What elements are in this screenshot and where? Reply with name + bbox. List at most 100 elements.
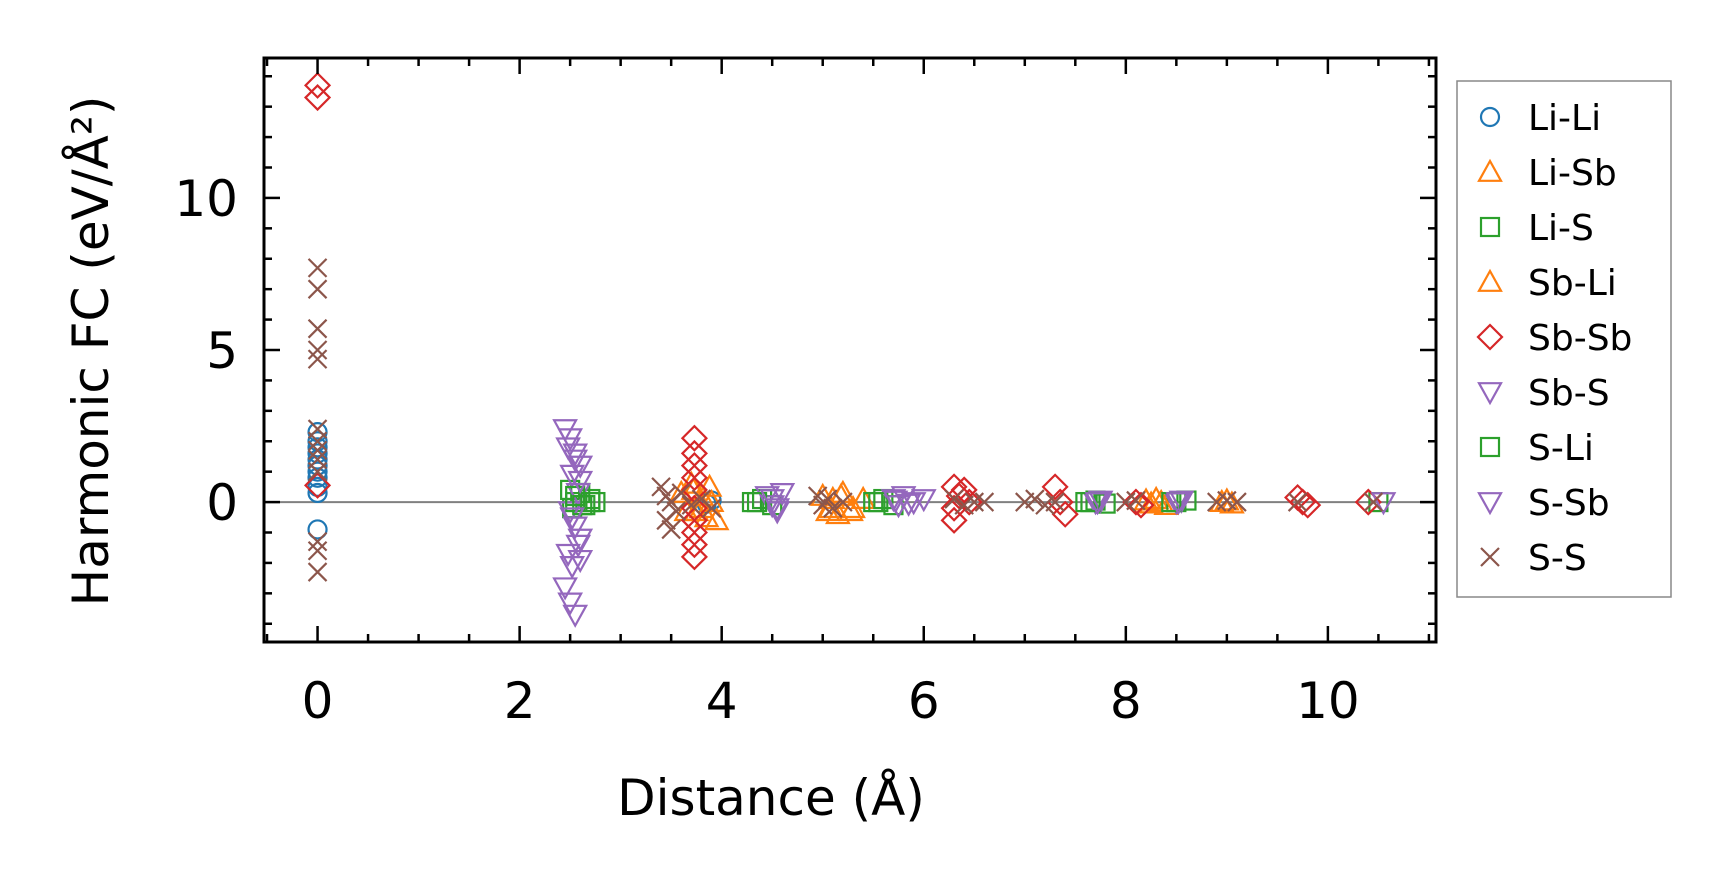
- data-point-s-s: [823, 498, 843, 518]
- legend-item-s-li: S-Li: [1479, 428, 1594, 469]
- legend-marker-sb-s: [1477, 382, 1503, 406]
- legend-item-s-sb: S-Sb: [1477, 483, 1610, 524]
- data-point-sb-sb: [1127, 491, 1155, 519]
- data-point-s-s: [817, 489, 838, 509]
- data-point-sb-s: [562, 516, 589, 540]
- data-point-s-sb: [567, 470, 594, 495]
- data-point-s-s: [681, 495, 702, 515]
- data-point-li-sb: [1138, 490, 1164, 514]
- data-point-s-s: [944, 489, 964, 509]
- data-point-sb-sb: [680, 424, 708, 452]
- data-point-s-s: [1025, 489, 1045, 509]
- data-point-s-sb: [895, 493, 922, 517]
- x-tick-label: 10: [1296, 672, 1360, 730]
- data-point-li-li: [307, 461, 328, 482]
- data-point-s-s: [307, 440, 328, 461]
- data-point-s-s: [651, 477, 671, 497]
- data-point-s-s: [307, 461, 328, 482]
- data-point-sb-sb: [303, 71, 332, 99]
- legend-item-li-s: Li-S: [1479, 208, 1594, 249]
- data-point-sb-s: [1087, 490, 1114, 514]
- legend-label-sb-s: Sb-S: [1528, 373, 1610, 414]
- legend-label-li-s: Li-S: [1528, 208, 1594, 249]
- legend-marker-li-sb: [1477, 158, 1503, 182]
- x-tick-label: 0: [302, 672, 334, 730]
- data-point-s-li: [580, 491, 601, 513]
- data-point-s-sb: [565, 534, 592, 558]
- data-point-sb-s: [555, 543, 581, 568]
- data-point-s-s: [307, 318, 328, 339]
- data-point-sb-s: [555, 437, 581, 461]
- data-point-s-s: [974, 492, 995, 512]
- data-point-s-s: [661, 519, 681, 540]
- data-point-sb-sb: [680, 531, 708, 559]
- data-point-sb-sb: [940, 506, 968, 534]
- legend-item-s-s: S-S: [1480, 538, 1587, 579]
- x-axis-label: Distance (Å): [617, 769, 925, 827]
- data-point-s-sb: [1084, 492, 1111, 516]
- data-point-s-s: [1126, 490, 1146, 511]
- data-point-sb-sb: [1041, 473, 1069, 501]
- series-sb-s: [552, 419, 1397, 628]
- legend-label-sb-li: Sb-Li: [1528, 263, 1617, 304]
- data-point-sb-s: [567, 528, 594, 552]
- data-point-sb-li: [688, 494, 715, 519]
- data-point-s-s: [307, 258, 328, 278]
- plot-area: [264, 71, 1436, 628]
- data-point-sb-sb: [303, 83, 332, 112]
- data-point-s-s: [307, 562, 328, 582]
- data-point-s-s: [701, 498, 722, 518]
- data-point-li-sb: [1133, 487, 1159, 511]
- data-point-s-s: [1045, 492, 1065, 512]
- data-point-sb-s: [557, 592, 584, 616]
- legend: Li-Li Li-Sb Li-S Sb-Li Sb-Sb Sb-S S-Li S-Sb S-S: [1456, 80, 1672, 598]
- data-point-sb-s: [1168, 490, 1195, 514]
- data-point-s-li: [746, 491, 768, 513]
- data-point-sb-sb: [303, 471, 332, 499]
- data-point-li-sb: [1213, 487, 1240, 511]
- y-tick-label: 10: [174, 170, 238, 228]
- legend-marker-s-s: [1480, 547, 1500, 567]
- data-point-s-sb: [567, 549, 594, 574]
- legend-item-sb-s: Sb-S: [1477, 373, 1610, 414]
- legend-label-s-li: S-Li: [1528, 428, 1594, 469]
- data-point-s-sb: [562, 449, 589, 473]
- data-point-sb-s: [562, 443, 589, 467]
- series-s-s: [307, 258, 1384, 582]
- legend-label-s-sb: S-Sb: [1528, 483, 1610, 524]
- series-s-sb: [559, 449, 1192, 574]
- x-tick-label: 6: [908, 672, 940, 730]
- data-point-sb-sb: [680, 464, 708, 492]
- x-tick-labels: 0 2 4 6 8 10: [302, 672, 1360, 730]
- data-point-sb-sb: [950, 476, 978, 504]
- y-tick-label: 5: [206, 322, 238, 380]
- x-tick-label: 2: [504, 672, 536, 730]
- data-point-sb-s: [910, 489, 937, 513]
- x-tick-label: 4: [706, 672, 738, 730]
- data-point-sb-sb: [1051, 500, 1079, 528]
- legend-marker-sb-li: [1477, 268, 1503, 292]
- legend-item-li-li: Li-Li: [1479, 98, 1601, 139]
- legend-item-sb-li: Sb-Li: [1477, 263, 1617, 304]
- legend-marker-s-li: [1479, 436, 1501, 458]
- legend-item-li-sb: Li-Sb: [1477, 153, 1617, 194]
- data-point-sb-s: [552, 577, 578, 601]
- legend-marker-li-s: [1479, 216, 1501, 238]
- legend-marker-sb-sb: [1476, 323, 1504, 351]
- data-markers: [303, 71, 1397, 628]
- series-s-li: [565, 485, 1182, 516]
- legend-label-sb-sb: Sb-Sb: [1528, 318, 1632, 359]
- data-point-s-s: [671, 483, 692, 503]
- data-point-s-s: [1227, 492, 1247, 512]
- legend-label-li-sb: Li-Sb: [1528, 153, 1617, 194]
- data-point-s-s: [307, 349, 328, 369]
- data-point-s-s: [307, 340, 328, 360]
- data-point-s-sb: [559, 507, 586, 531]
- legend-label-s-s: S-S: [1528, 538, 1587, 579]
- data-point-s-s: [656, 510, 676, 531]
- legend-label-li-li: Li-Li: [1528, 98, 1601, 139]
- data-point-sb-sb: [680, 543, 708, 571]
- data-point-s-sb: [764, 498, 791, 522]
- data-point-sb-s: [562, 604, 589, 628]
